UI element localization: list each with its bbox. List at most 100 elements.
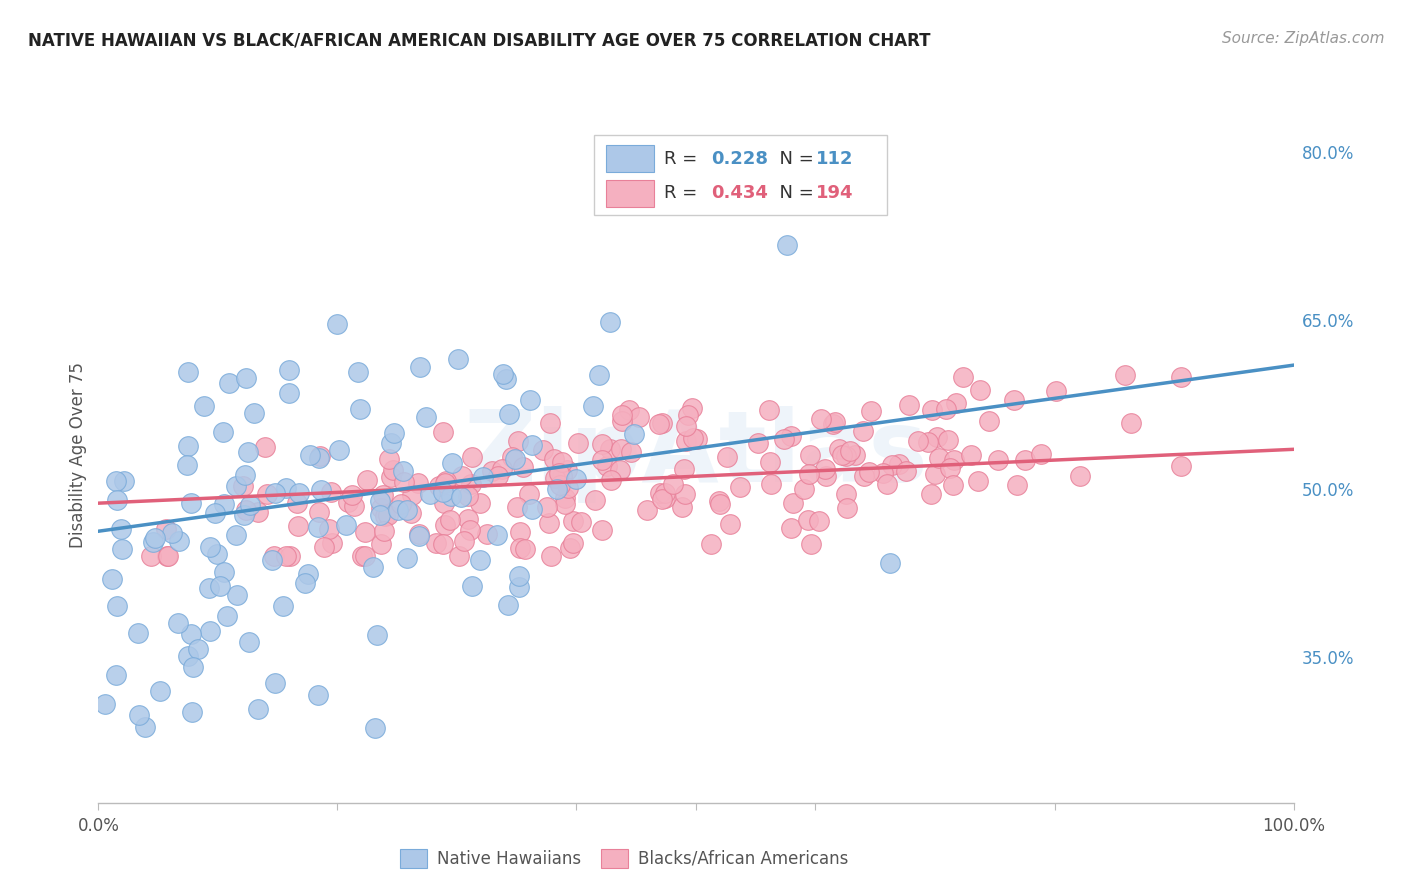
Point — [837, 501, 859, 516]
Text: 112: 112 — [815, 150, 853, 168]
Point — [1119, 417, 1142, 431]
Legend: Native Hawaiians, Blacks/African Americans: Native Hawaiians, Blacks/African America… — [394, 842, 855, 874]
Point — [380, 470, 402, 484]
Point — [654, 486, 676, 500]
Point — [205, 547, 228, 561]
Point — [681, 401, 703, 416]
Point — [354, 549, 377, 563]
Point — [747, 436, 769, 450]
Point — [610, 414, 633, 428]
Point — [481, 464, 503, 478]
Point — [907, 434, 929, 449]
Point — [872, 466, 894, 480]
Point — [377, 508, 399, 523]
Point — [180, 705, 202, 719]
Text: R =: R = — [664, 150, 703, 168]
Point — [671, 500, 693, 515]
Point — [167, 533, 190, 548]
Point — [309, 449, 332, 463]
Point — [491, 462, 513, 476]
Point — [451, 469, 474, 483]
Point — [1029, 447, 1052, 461]
Point — [347, 365, 370, 379]
Point — [447, 549, 470, 563]
Point — [374, 508, 396, 523]
Point — [506, 500, 529, 514]
Point — [408, 529, 430, 543]
Point — [509, 541, 531, 556]
Point — [917, 434, 939, 449]
Point — [276, 481, 298, 495]
FancyBboxPatch shape — [595, 135, 887, 215]
Point — [808, 514, 831, 528]
Point — [591, 523, 613, 537]
Point — [127, 625, 149, 640]
Point — [707, 494, 730, 508]
Point — [1014, 453, 1036, 467]
Point — [349, 402, 371, 417]
Point — [515, 542, 537, 557]
Point — [378, 452, 401, 467]
Point — [440, 489, 463, 503]
Point — [325, 318, 347, 332]
Point — [557, 463, 579, 477]
Point — [380, 436, 402, 450]
Point — [254, 440, 277, 454]
Text: Source: ZipAtlas.com: Source: ZipAtlas.com — [1222, 31, 1385, 46]
Point — [894, 464, 917, 478]
Point — [520, 501, 543, 516]
Point — [935, 401, 957, 416]
Point — [628, 409, 651, 424]
Point — [439, 512, 461, 526]
Point — [495, 372, 517, 386]
Point — [1170, 458, 1192, 473]
Point — [928, 451, 950, 466]
Point — [858, 465, 880, 479]
Point — [709, 497, 731, 511]
Point — [181, 659, 204, 673]
Point — [569, 515, 592, 529]
Point — [425, 536, 447, 550]
Point — [557, 481, 579, 495]
Point — [389, 497, 412, 511]
Point — [225, 588, 247, 602]
Point — [458, 524, 481, 538]
Point — [434, 475, 457, 490]
Point — [673, 462, 696, 476]
Point — [187, 642, 209, 657]
Point — [548, 477, 571, 491]
Point — [952, 370, 974, 384]
Point — [415, 410, 437, 425]
Point — [654, 491, 676, 506]
Point — [149, 684, 172, 698]
Point — [395, 503, 418, 517]
Point — [700, 537, 723, 551]
Point — [562, 536, 585, 550]
Point — [235, 370, 257, 384]
Point — [486, 469, 509, 483]
Point — [609, 462, 631, 476]
Point — [617, 402, 640, 417]
Point — [128, 707, 150, 722]
Point — [364, 721, 387, 735]
Point — [156, 549, 179, 563]
Point — [1069, 468, 1091, 483]
Point — [294, 575, 316, 590]
Text: R =: R = — [664, 185, 703, 202]
Point — [101, 573, 124, 587]
Point — [558, 541, 581, 555]
Point — [852, 425, 875, 439]
Point — [446, 351, 468, 366]
Point — [967, 474, 990, 488]
Point — [824, 415, 846, 429]
Point — [382, 425, 405, 440]
Point — [1114, 368, 1136, 383]
Point — [636, 503, 658, 517]
Point — [433, 518, 456, 533]
Point — [678, 408, 700, 422]
Point — [987, 452, 1010, 467]
Point — [599, 315, 621, 329]
Point — [238, 635, 260, 649]
Point — [517, 486, 540, 500]
Point — [498, 407, 520, 421]
